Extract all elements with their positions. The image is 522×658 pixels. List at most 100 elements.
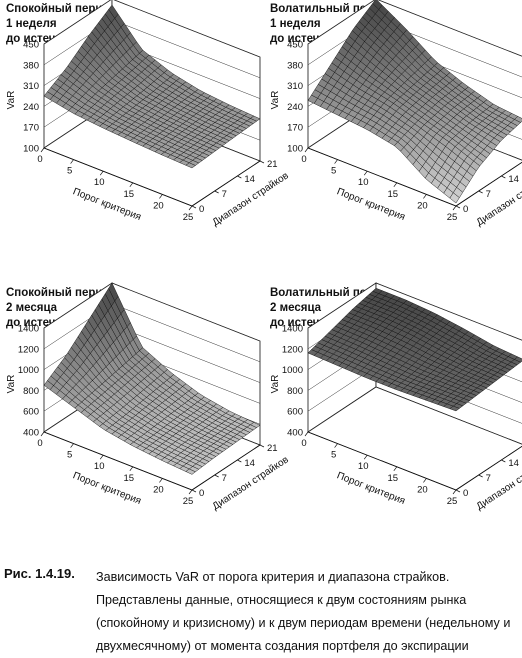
chart-title-line: 2 месяца <box>6 302 58 314</box>
x-tick-label: 25 <box>447 496 458 507</box>
y-tick <box>501 459 506 463</box>
y-tick <box>259 444 265 448</box>
z-gridline <box>43 0 261 58</box>
x-axis-line <box>43 431 193 491</box>
x-tick <box>188 489 193 495</box>
z-tick-label: 1400 <box>282 324 303 335</box>
z-gridline <box>307 0 522 57</box>
x-tick-label: 15 <box>124 473 135 484</box>
z-tick-label: 380 <box>23 60 39 71</box>
x-tick <box>188 205 193 211</box>
surface-cell <box>449 192 460 204</box>
y-tick-label: 0 <box>463 204 468 215</box>
y-tick-label: 14 <box>508 458 519 469</box>
z-tick-label: 800 <box>287 386 303 397</box>
z-tick-label: 100 <box>23 144 39 155</box>
x-tick <box>99 170 104 176</box>
chart-title-line: Спокойный период, <box>6 3 120 15</box>
x-tick-label: 0 <box>301 154 306 165</box>
x-tick <box>159 478 163 483</box>
surface-mesh <box>43 282 261 475</box>
x-tick-label: 5 <box>67 450 72 461</box>
y-tick-label: 21 <box>267 443 278 454</box>
z-axis-label: VaR <box>6 375 17 394</box>
z-axis-label: VaR <box>270 375 281 394</box>
x-tick <box>99 454 104 460</box>
z-tick-label: 100 <box>287 144 303 155</box>
x-tick <box>363 454 368 460</box>
y-tick-label: 7 <box>486 189 491 200</box>
x-tick-label: 0 <box>37 438 42 449</box>
y-tick <box>455 205 461 209</box>
y-tick-label: 14 <box>508 174 519 185</box>
z-gridline <box>307 386 522 445</box>
z-tick-label: 380 <box>287 60 303 71</box>
z-axis-label: VaR <box>6 91 17 110</box>
x-tick-label: 20 <box>153 484 164 495</box>
x-tick <box>70 443 74 448</box>
x-tick-label: 20 <box>417 484 428 495</box>
caption-text: Зависимость VaR от порога критерия и диа… <box>96 570 511 653</box>
x-tick <box>40 147 45 153</box>
x-tick <box>70 159 74 164</box>
y-tick <box>214 474 219 478</box>
x-tick <box>363 170 368 176</box>
y-tick-label: 14 <box>244 174 255 185</box>
z-gridline <box>307 282 522 341</box>
z-tick-label: 600 <box>23 407 39 418</box>
x-tick <box>334 443 338 448</box>
z-tick-label: 1000 <box>282 365 303 376</box>
y-tick <box>259 160 265 164</box>
x-tick-label: 5 <box>331 450 336 461</box>
x-axis-line <box>307 147 457 207</box>
x-tick-label: 10 <box>94 177 105 188</box>
y-tick <box>455 489 461 493</box>
y-axis-line <box>455 445 522 491</box>
x-tick-label: 15 <box>388 473 399 484</box>
x-tick <box>334 159 338 164</box>
y-tick <box>191 205 197 209</box>
y-tick <box>501 175 506 179</box>
y-tick <box>214 190 219 194</box>
x-tick-label: 5 <box>67 166 72 177</box>
x-tick <box>304 431 309 437</box>
z-tick-label: 240 <box>287 102 303 113</box>
y-tick-label: 7 <box>486 473 491 484</box>
x-tick <box>423 478 427 483</box>
x-tick-label: 20 <box>153 200 164 211</box>
chart-title-line: 1 неделя <box>270 18 321 30</box>
x-tick <box>393 466 398 472</box>
z-tick-label: 170 <box>287 123 303 134</box>
x-tick-label: 25 <box>183 212 194 223</box>
y-tick-label: 0 <box>463 488 468 499</box>
chart-title-line: Спокойный период, <box>6 287 120 299</box>
z-tick-label: 450 <box>287 40 303 51</box>
z-tick-label: 310 <box>287 81 303 92</box>
surface-mesh <box>43 4 261 169</box>
y-tick-label: 14 <box>244 458 255 469</box>
z-tick-label: 1200 <box>18 344 39 355</box>
z-tick-label: 170 <box>23 123 39 134</box>
z-tick-label: 450 <box>23 40 39 51</box>
x-tick <box>393 182 398 188</box>
x-tick <box>423 194 427 199</box>
z-tick-label: 1200 <box>282 344 303 355</box>
x-tick <box>40 431 45 437</box>
y-tick <box>191 489 197 493</box>
y-axis-line <box>191 160 261 207</box>
y-axis-line <box>191 444 261 491</box>
surface-cell <box>185 162 196 169</box>
caption-label: Рис. 1.4.19. <box>4 566 75 581</box>
z-tick-label: 240 <box>23 102 39 113</box>
chart-title-line: 2 месяца <box>270 302 322 314</box>
x-tick <box>129 182 134 188</box>
x-tick <box>304 147 309 153</box>
x-tick-label: 25 <box>447 212 458 223</box>
y-tick <box>478 190 483 194</box>
x-tick-label: 10 <box>94 461 105 472</box>
z-tick-label: 1400 <box>18 324 39 335</box>
x-tick <box>452 489 457 495</box>
